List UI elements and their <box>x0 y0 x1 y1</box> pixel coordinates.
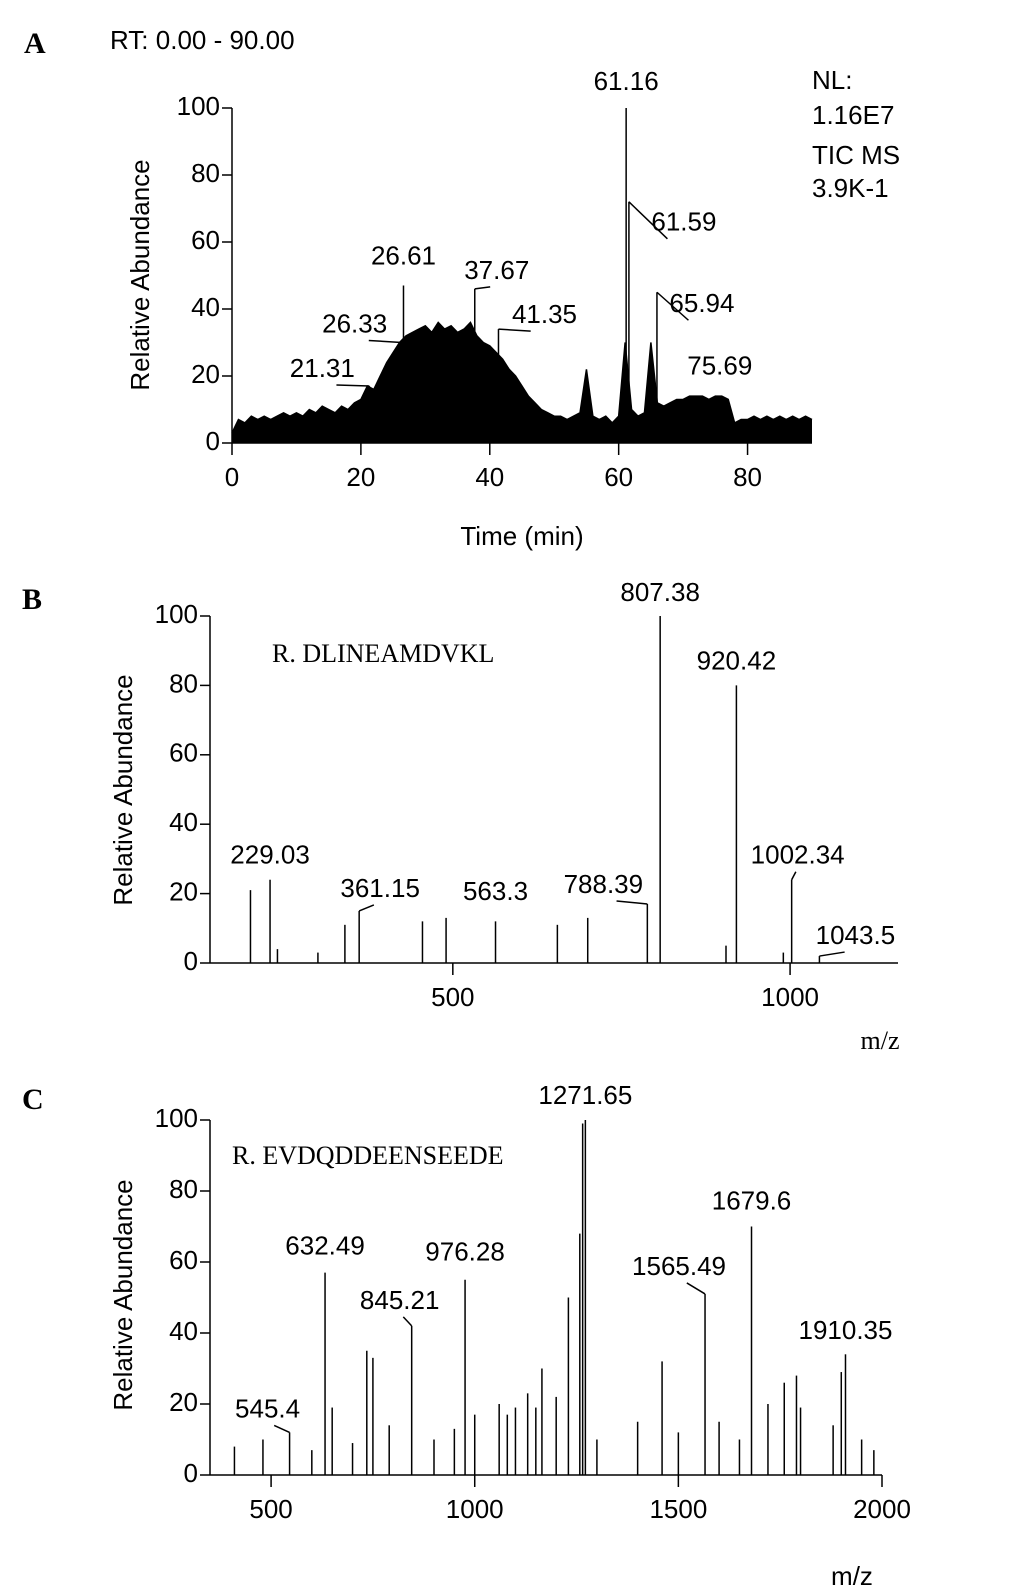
peak-label: 41.35 <box>512 299 577 329</box>
x-tick-label: 80 <box>733 462 762 492</box>
x-tick-label: 40 <box>475 462 504 492</box>
x-tick-label: 1000 <box>446 1494 504 1524</box>
y-tick-label: 100 <box>155 1103 198 1133</box>
peak-label: 1002.34 <box>751 840 845 870</box>
peak-label: 807.38 <box>620 577 700 607</box>
x-tick-label: 20 <box>346 462 375 492</box>
y-tick-label: 60 <box>169 1245 198 1275</box>
peak-label: 26.61 <box>371 240 436 270</box>
y-tick-label: 40 <box>169 1316 198 1346</box>
peak-label: 920.42 <box>697 645 777 675</box>
x-tick-label: 2000 <box>853 1494 911 1524</box>
y-tick-label: 0 <box>206 426 220 456</box>
x-tick-label: 1000 <box>761 982 819 1012</box>
leader-line <box>498 328 531 332</box>
header: RT: 0.00 - 90.00 <box>110 25 295 55</box>
peak-label: 788.39 <box>564 869 644 899</box>
leader-line <box>616 900 648 905</box>
peak-label: 229.03 <box>230 840 310 870</box>
x-tick-label: 1500 <box>649 1494 707 1524</box>
y-tick-label: 60 <box>169 738 198 768</box>
leader-line <box>819 951 845 957</box>
peak-label: 1565.49 <box>632 1251 726 1281</box>
y-tick-label: 0 <box>184 1458 198 1488</box>
y-tick-label: 100 <box>155 599 198 629</box>
y-axis-title: Relative Abundance <box>108 1179 138 1410</box>
y-tick-label: 20 <box>191 359 220 389</box>
leader-line <box>474 286 491 290</box>
peak-label: 1910.35 <box>798 1315 892 1345</box>
y-axis-title: Relative Abundance <box>125 159 155 390</box>
y-tick-label: 80 <box>169 668 198 698</box>
peak-label: 632.49 <box>285 1231 365 1261</box>
y-tick-label: 80 <box>169 1174 198 1204</box>
y-tick-label: 60 <box>191 225 220 255</box>
peak-label: 26.33 <box>322 308 387 338</box>
leader-line <box>336 384 370 387</box>
leader-line <box>368 339 402 344</box>
x-tick-label: 60 <box>604 462 633 492</box>
peak-label: 545.4 <box>235 1393 300 1423</box>
peak-label: 976.28 <box>425 1237 505 1267</box>
leader-line <box>402 1316 413 1327</box>
annotation: R. EVDQDDEENSEEDE <box>232 1141 504 1170</box>
x-axis-title: m/z <box>861 1026 900 1055</box>
peak-label: 65.94 <box>669 288 734 318</box>
leader-line <box>686 1282 706 1295</box>
leader-line <box>358 904 375 912</box>
y-tick-label: 20 <box>169 876 198 906</box>
note: NL: <box>812 65 852 95</box>
trace <box>231 321 813 434</box>
peak-label: 61.59 <box>651 207 716 237</box>
x-axis-title: Time (min) <box>460 521 583 551</box>
note: 1.16E7 <box>812 100 894 130</box>
leader-line <box>273 1424 290 1434</box>
note: TIC MS <box>812 140 900 170</box>
note: 3.9K-1 <box>812 173 889 203</box>
peak-label: 61.16 <box>594 66 659 96</box>
peak-label: 21.31 <box>290 353 355 383</box>
peak-label: 845.21 <box>360 1285 440 1315</box>
leader-line <box>790 871 797 881</box>
x-tick-label: 500 <box>431 982 474 1012</box>
panel-letter: A <box>24 27 46 60</box>
leader-line <box>628 201 668 240</box>
y-axis-title: Relative Abundance <box>108 674 138 905</box>
annotation: R. DLINEAMDVKL <box>272 639 494 668</box>
peak-label: 1679.6 <box>712 1185 792 1215</box>
peak-label: 37.67 <box>464 255 529 285</box>
x-axis-title: m/z <box>831 1561 873 1590</box>
peak-label: 1043.5 <box>816 920 896 950</box>
y-tick-label: 100 <box>177 91 220 121</box>
panel-letter: C <box>22 1083 44 1116</box>
leader-line <box>656 291 689 321</box>
x-tick-label: 0 <box>225 462 239 492</box>
y-tick-label: 20 <box>169 1387 198 1417</box>
y-tick-label: 0 <box>184 946 198 976</box>
y-tick-label: 40 <box>191 292 220 322</box>
area-fill <box>232 322 812 443</box>
y-tick-label: 80 <box>191 158 220 188</box>
x-tick-label: 500 <box>249 1494 292 1524</box>
panel-letter: B <box>22 583 42 616</box>
peak-label: 75.69 <box>687 350 752 380</box>
peak-label: 1271.65 <box>538 1080 632 1110</box>
y-tick-label: 40 <box>169 807 198 837</box>
peak-label: 361.15 <box>340 873 420 903</box>
peak-label: 563.3 <box>463 876 528 906</box>
